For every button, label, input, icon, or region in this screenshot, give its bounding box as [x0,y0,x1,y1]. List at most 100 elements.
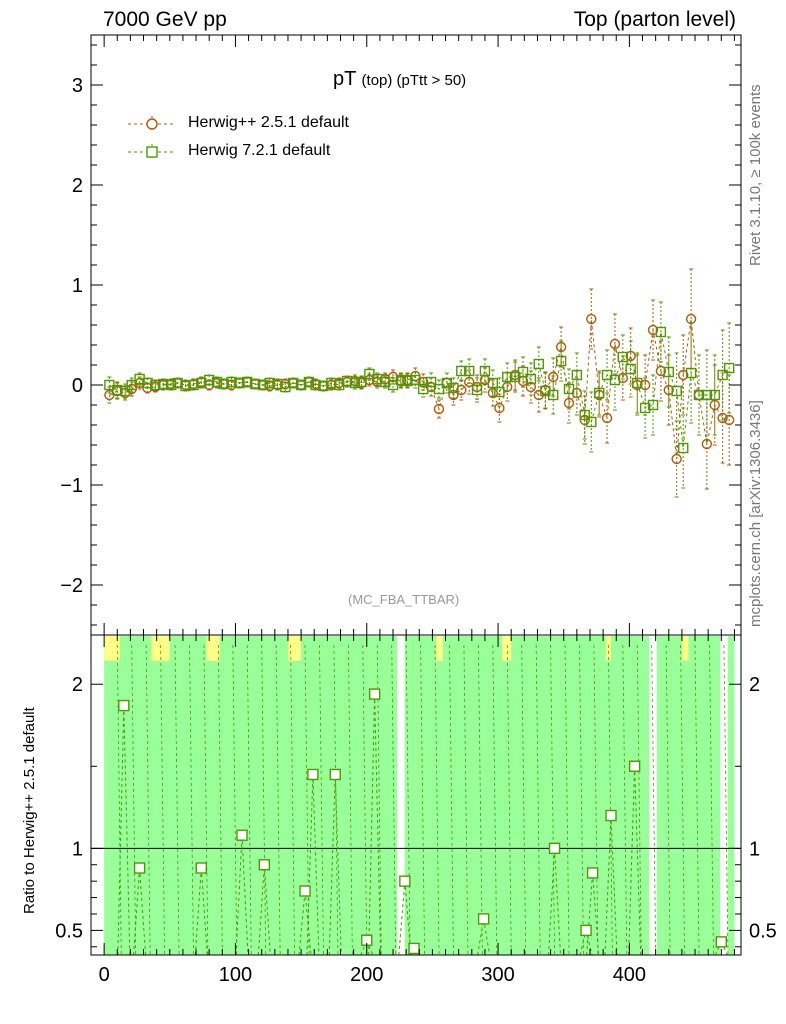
ratio-spike [550,644,555,956]
data-point-square [349,377,361,389]
data-point-square [563,383,575,395]
y-tick-label: −2 [60,575,83,597]
ratio-point-square [195,862,208,874]
data-point-square [625,363,636,375]
ratio-point-square [329,768,341,781]
data-point-square [593,387,605,399]
data-point-square [586,416,597,428]
data-point-square [119,385,131,397]
main-y-axis: −2 −1 0 1 2 3 [60,44,741,626]
data-point-circle [601,412,613,424]
ratio-connector [368,694,376,956]
data-point-square [709,389,720,401]
ratio-spike [189,644,194,956]
data-point-circle [639,379,651,391]
data-point-square [701,389,713,401]
ratio-connector [235,835,243,956]
ratio-connector [241,835,249,956]
ratio-y-tick-label: 2 [72,674,83,696]
ratio-ylabel: Ratio to Herwig++ 2.5.1 default [21,707,38,914]
data-point-square [717,369,728,381]
ratio-connector [398,881,406,956]
ratio-connector [306,774,314,956]
ratio-spike [261,644,267,956]
ratio-spike [665,644,671,956]
band-yellow-bin [502,636,512,661]
data-point-square [264,377,275,389]
data-point-circle [364,374,375,386]
observable-category: Top (parton level) [573,8,736,31]
x-tick-label: 0 [99,964,110,986]
ratio-point-square [408,942,420,955]
ratio-connector [312,774,320,956]
data-point-circle [717,412,728,424]
data-point-circle [433,403,445,415]
data-point-square [579,409,590,421]
data-point-square [671,385,682,397]
x-tick-label: 300 [481,964,514,986]
data-point-square [165,379,177,391]
data-point-square [425,376,437,388]
ratio-spike [463,644,469,956]
data-point-square [272,378,283,390]
ratio-connector [483,918,491,956]
data-point-square [318,380,329,392]
ratio-connector [628,766,636,956]
data-point-square [218,378,229,390]
ratio-point-square [715,936,728,948]
ratio-spike [174,644,180,956]
data-point-circle [609,338,621,350]
band-yellow-bin [163,636,170,661]
data-point-square [395,374,407,386]
ratio-point-square [399,875,411,887]
ratio-connector [579,930,587,956]
ratio-spike [449,644,454,956]
data-point-square [418,383,429,395]
data-point-square [356,376,367,388]
data-point-square [448,382,459,394]
data-point-square [685,367,697,379]
ratio-spike [723,644,729,956]
ratio-point-square [258,859,271,871]
data-point-square [639,402,651,414]
ratio-spike [290,644,295,956]
legend-entry-herwig-old: Herwig++ 2.5.1 default [188,114,349,131]
ratio-spike [434,644,440,956]
data-point-circle [586,313,597,325]
ratio-spike [636,644,642,956]
x-tick-label: 400 [613,964,646,986]
ratio-connector [374,694,382,956]
ratio-y-tick-label: 0.5 [55,920,83,942]
data-point-square [226,376,237,388]
plot-title-sub: (top) (pTtt > 50) [361,72,467,89]
data-point-circle [463,376,475,388]
data-point-square [211,376,223,388]
data-point-square [249,378,261,390]
data-point-square [341,375,353,387]
data-point-square [310,379,321,391]
ratio-connector [298,890,306,956]
collision-label: 7000 GeV pp [103,8,227,31]
data-point-square [525,373,537,385]
data-point-square [172,377,183,389]
data-point-square [372,373,383,385]
ratio-connector [200,867,208,956]
ratio-point-square [477,913,490,925]
data-point-square [433,383,445,395]
data-point-circle [487,387,499,399]
data-point-circle [723,414,735,426]
series-line [109,331,730,449]
data-point-circle [678,369,689,381]
rivet-version-label: Rivet 3.1.10, ≥ 100k events [747,84,764,266]
ratio-point-square [133,862,146,874]
band-yellow-bin [605,636,611,661]
legend [128,116,176,160]
ratio-connector [139,867,147,956]
band-yellow-bin [287,636,302,661]
ratio-spike [420,644,425,956]
data-point-square [609,374,621,386]
ratio-point-square [368,688,381,700]
data-point-square [533,358,544,370]
data-point-square [723,362,735,374]
ratio-spike [160,644,165,956]
